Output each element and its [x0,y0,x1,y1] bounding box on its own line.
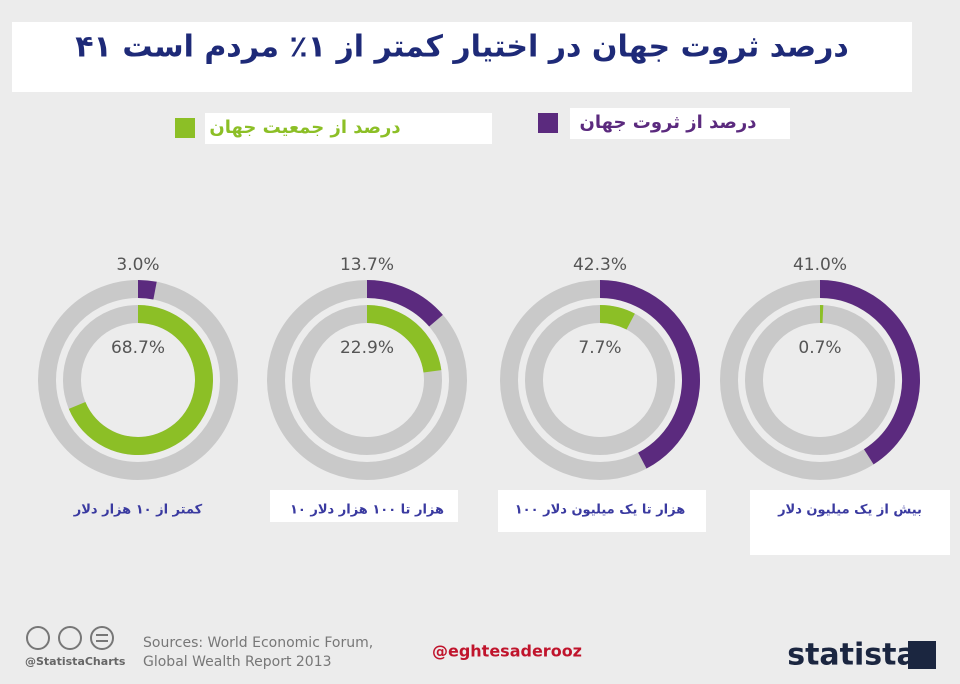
title-box [12,22,912,92]
ring-segment [137,280,157,300]
value-label: 3.0% [116,255,159,275]
legend-label: درصد از جمعیت جهان [209,117,400,138]
category-label: ۱۰ هزار تا ۱۰۰ هزار دلار [290,503,444,518]
chart-title: ۴۱ درصد ثروت جهان در اختیار کمتر از ۱٪ م… [75,30,849,65]
brand-icon [908,641,936,669]
legend-swatch [538,113,558,133]
legend-swatch [175,118,195,138]
ring-segment [366,305,442,373]
label-box [270,490,458,522]
ring-segment [68,305,213,455]
value-label: 7.7% [578,338,621,358]
value-label: 68.7% [111,338,165,358]
ring-segment [599,280,700,469]
ring-track [525,305,675,455]
value-label: 42.3% [573,255,627,275]
label-box [498,490,706,532]
value-label: 41.0% [793,255,847,275]
value-label: 0.7% [798,338,841,358]
value-label: 22.9% [340,338,394,358]
source: Global Wealth Report 2013 [143,654,332,670]
brand: statista [787,638,917,673]
cc-icons [26,626,114,650]
ring-segment [819,280,920,465]
legend-box [570,108,790,139]
value-label: 13.7% [340,255,394,275]
source: Sources: World Economic Forum, [143,635,373,651]
legend-label: درصد از ثروت جهان [580,112,757,133]
category-label: بیش از یک میلیون دلار [777,503,922,518]
credit: @eghtesaderooz [432,642,582,661]
ring-segment [366,280,443,327]
handle: @StatistaCharts [25,655,126,668]
category-label: کمتر از ۱۰ هزار دلار [73,503,203,518]
category-label: ۱۰۰ هزار تا یک میلیون دلار [515,503,686,518]
ring-track [745,305,895,455]
ring-segment [599,305,635,330]
legend-box [205,113,492,144]
label-box [750,490,950,555]
